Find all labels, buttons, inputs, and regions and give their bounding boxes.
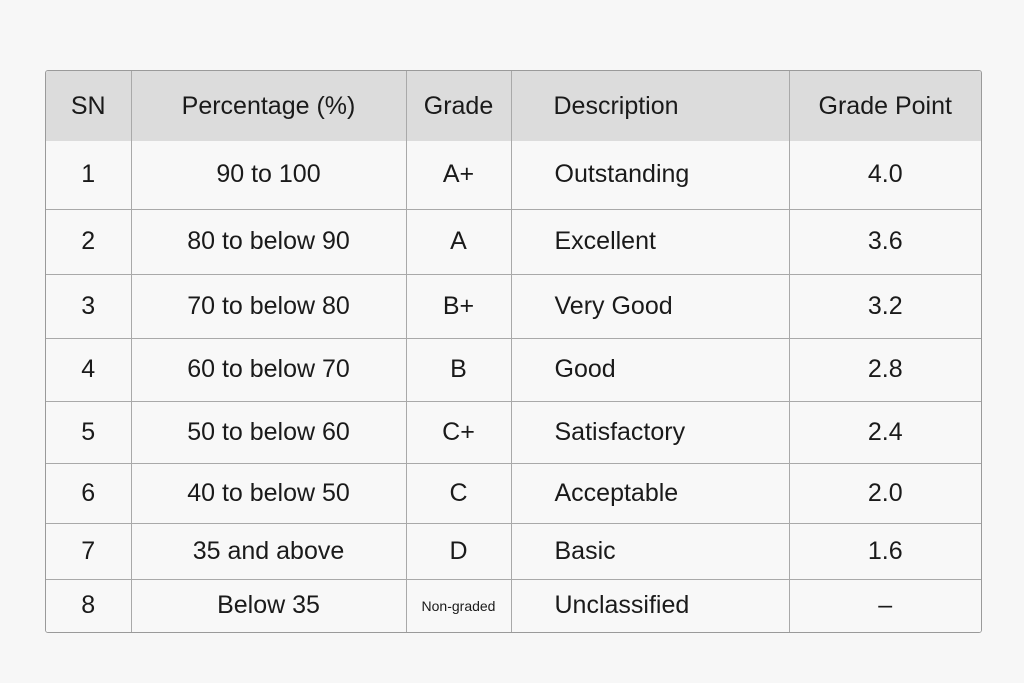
cell-sn: 8	[46, 578, 132, 632]
cell-grade-point: 2.0	[788, 462, 981, 524]
header-sn: SN	[46, 71, 132, 141]
table-row: 4 60 to below 70 B Good 2.8	[46, 337, 981, 402]
cell-description: Good	[510, 337, 790, 402]
cell-sn: 5	[46, 400, 132, 464]
cell-grade: B+	[405, 273, 512, 339]
cell-sn: 4	[46, 337, 132, 402]
cell-percentage: 60 to below 70	[130, 337, 407, 402]
header-grade: Grade	[405, 71, 512, 141]
cell-percentage: 35 and above	[130, 522, 407, 580]
table-row: 2 80 to below 90 A Excellent 3.6	[46, 208, 981, 275]
grading-table: SN Percentage (%) Grade Description Grad…	[46, 71, 981, 632]
header-grade-point: Grade Point	[788, 71, 981, 141]
cell-sn: 2	[46, 208, 132, 275]
cell-sn: 7	[46, 522, 132, 580]
cell-grade-point: 2.8	[788, 337, 981, 402]
table-row: 1 90 to 100 A+ Outstanding 4.0	[46, 141, 981, 210]
cell-grade: C+	[405, 400, 512, 464]
cell-grade: A	[405, 208, 512, 275]
cell-percentage: 70 to below 80	[130, 273, 407, 339]
cell-description: Acceptable	[510, 462, 790, 524]
cell-grade: A+	[405, 141, 512, 210]
cell-description: Unclassified	[510, 578, 790, 632]
cell-description: Basic	[510, 522, 790, 580]
table-row: 3 70 to below 80 B+ Very Good 3.2	[46, 273, 981, 339]
cell-grade-point: –	[788, 578, 981, 632]
cell-percentage: 80 to below 90	[130, 208, 407, 275]
table-row: 5 50 to below 60 C+ Satisfactory 2.4	[46, 400, 981, 464]
cell-percentage: 40 to below 50	[130, 462, 407, 524]
cell-sn: 1	[46, 141, 132, 210]
cell-grade-point: 3.6	[788, 208, 981, 275]
cell-description: Excellent	[510, 208, 790, 275]
header-description: Description	[510, 71, 790, 141]
grading-table-container: SN Percentage (%) Grade Description Grad…	[45, 70, 982, 633]
cell-sn: 6	[46, 462, 132, 524]
cell-grade-point: 1.6	[788, 522, 981, 580]
cell-percentage: 90 to 100	[130, 141, 407, 210]
cell-percentage: Below 35	[130, 578, 407, 632]
table-row: 8 Below 35 Non-graded Unclassified –	[46, 578, 981, 632]
cell-percentage: 50 to below 60	[130, 400, 407, 464]
cell-description: Very Good	[510, 273, 790, 339]
cell-description: Satisfactory	[510, 400, 790, 464]
cell-description: Outstanding	[510, 141, 790, 210]
cell-sn: 3	[46, 273, 132, 339]
cell-grade: Non-graded	[405, 578, 512, 632]
header-percentage: Percentage (%)	[130, 71, 407, 141]
cell-grade-point: 4.0	[788, 141, 981, 210]
cell-grade: B	[405, 337, 512, 402]
cell-grade: D	[405, 522, 512, 580]
table-row: 7 35 and above D Basic 1.6	[46, 522, 981, 580]
table-row: 6 40 to below 50 C Acceptable 2.0	[46, 462, 981, 524]
cell-grade: C	[405, 462, 512, 524]
cell-grade-point: 3.2	[788, 273, 981, 339]
table-header-row: SN Percentage (%) Grade Description Grad…	[46, 71, 981, 141]
cell-grade-point: 2.4	[788, 400, 981, 464]
